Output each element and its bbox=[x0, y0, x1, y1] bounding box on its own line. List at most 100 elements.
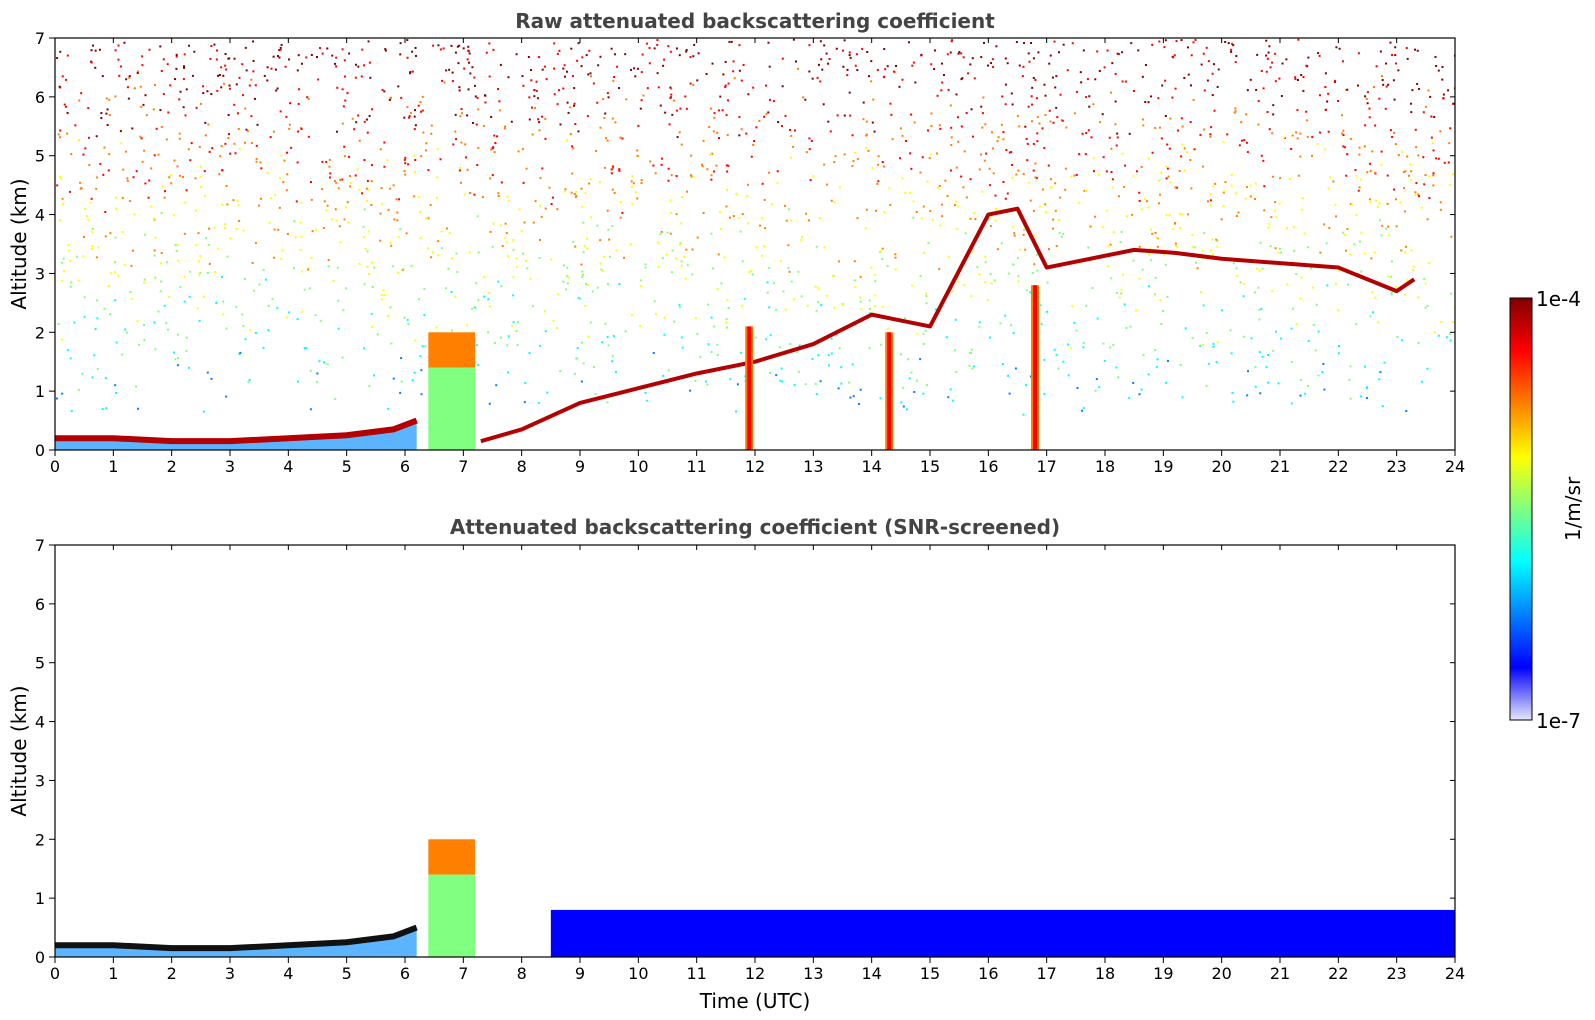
noise-point bbox=[1164, 39, 1167, 42]
noise-point bbox=[333, 180, 336, 183]
noise-point bbox=[1017, 169, 1020, 172]
noise-point bbox=[150, 167, 153, 170]
noise-point bbox=[592, 366, 595, 369]
noise-point bbox=[1346, 228, 1349, 231]
noise-point bbox=[784, 114, 787, 117]
noise-point bbox=[457, 62, 460, 65]
noise-point bbox=[176, 333, 179, 336]
noise-point bbox=[599, 239, 602, 242]
noise-point bbox=[702, 139, 705, 142]
noise-point bbox=[189, 159, 192, 162]
noise-point bbox=[1249, 78, 1252, 81]
noise-point bbox=[670, 212, 673, 215]
noise-point bbox=[642, 94, 645, 97]
noise-point bbox=[294, 236, 297, 239]
noise-point bbox=[467, 49, 470, 52]
noise-point bbox=[539, 177, 542, 180]
noise-point bbox=[574, 245, 577, 248]
noise-point bbox=[559, 370, 562, 373]
noise-point bbox=[1032, 169, 1035, 172]
noise-point bbox=[736, 383, 739, 386]
noise-point bbox=[293, 220, 296, 223]
noise-point bbox=[921, 156, 924, 159]
noise-point bbox=[526, 267, 529, 270]
noise-point bbox=[1363, 145, 1366, 148]
noise-point bbox=[280, 43, 283, 46]
noise-point bbox=[500, 224, 503, 227]
noise-point bbox=[575, 194, 578, 197]
noise-point bbox=[1250, 337, 1253, 340]
noise-point bbox=[262, 346, 265, 349]
noise-point bbox=[1211, 94, 1214, 97]
noise-point bbox=[852, 395, 855, 398]
noise-point bbox=[830, 199, 833, 202]
noise-point bbox=[1311, 154, 1314, 157]
noise-point bbox=[1256, 53, 1259, 56]
noise-point bbox=[726, 170, 729, 173]
noise-point bbox=[1272, 113, 1275, 116]
noise-point bbox=[1202, 165, 1205, 168]
x-tick-label: 22 bbox=[1328, 964, 1348, 983]
noise-point bbox=[370, 312, 373, 315]
noise-point bbox=[1377, 321, 1380, 324]
noise-point bbox=[657, 241, 660, 244]
noise-point bbox=[659, 104, 662, 107]
noise-point bbox=[332, 279, 335, 282]
y-tick-label: 3 bbox=[35, 771, 45, 790]
noise-point bbox=[315, 380, 318, 383]
noise-point bbox=[459, 181, 462, 184]
noise-point bbox=[1417, 296, 1420, 299]
noise-point bbox=[1410, 249, 1413, 252]
noise-point bbox=[1263, 185, 1266, 188]
noise-point bbox=[1343, 146, 1346, 149]
noise-point bbox=[1316, 143, 1319, 146]
noise-point bbox=[1391, 135, 1394, 138]
noise-point bbox=[475, 344, 478, 347]
noise-point bbox=[1267, 51, 1270, 54]
noise-point bbox=[1305, 110, 1308, 113]
noise-point bbox=[1166, 167, 1169, 170]
noise-point bbox=[1043, 392, 1046, 395]
noise-point bbox=[1059, 93, 1062, 96]
noise-point bbox=[867, 149, 870, 152]
x-tick-label: 3 bbox=[225, 964, 235, 983]
noise-point bbox=[790, 280, 793, 283]
noise-point bbox=[1239, 281, 1242, 284]
noise-point bbox=[891, 138, 894, 141]
noise-point bbox=[942, 74, 945, 77]
noise-point bbox=[228, 57, 231, 60]
noise-point bbox=[1212, 345, 1215, 348]
x-tick-label: 16 bbox=[978, 457, 998, 476]
noise-point bbox=[399, 42, 402, 45]
noise-point bbox=[237, 127, 240, 130]
panel-screened: Attenuated backscattering coefficient (S… bbox=[7, 515, 1465, 1013]
noise-point bbox=[1135, 170, 1138, 173]
noise-point bbox=[974, 218, 977, 221]
noise-point bbox=[1085, 190, 1088, 193]
noise-point bbox=[876, 182, 879, 185]
noise-point bbox=[817, 287, 820, 290]
panel-title-raw: Raw attenuated backscattering coefficien… bbox=[515, 9, 995, 33]
noise-point bbox=[1405, 245, 1408, 248]
noise-point bbox=[972, 365, 975, 368]
noise-point bbox=[858, 296, 861, 299]
noise-point bbox=[1071, 42, 1074, 45]
noise-point bbox=[1290, 147, 1293, 150]
noise-point bbox=[1410, 111, 1413, 114]
noise-point bbox=[708, 153, 711, 156]
noise-point bbox=[538, 129, 541, 132]
noise-point bbox=[353, 128, 356, 131]
noise-point bbox=[1295, 322, 1298, 325]
noise-point bbox=[323, 200, 326, 203]
noise-point bbox=[919, 358, 922, 361]
noise-point bbox=[217, 74, 220, 77]
noise-point bbox=[348, 155, 351, 158]
noise-point bbox=[484, 94, 487, 97]
noise-point bbox=[841, 302, 844, 305]
noise-point bbox=[341, 88, 344, 91]
noise-point bbox=[1359, 178, 1362, 181]
noise-point bbox=[903, 317, 906, 320]
noise-point bbox=[129, 200, 132, 203]
noise-point bbox=[607, 96, 610, 99]
noise-point bbox=[1255, 267, 1258, 270]
